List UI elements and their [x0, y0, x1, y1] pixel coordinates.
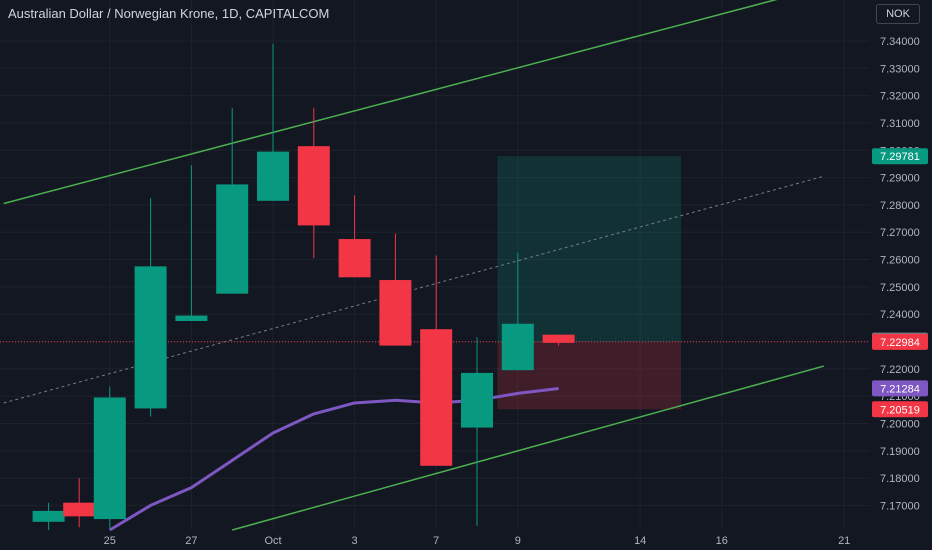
y-tick-label: 7.22000: [880, 364, 920, 376]
candle: [420, 255, 453, 466]
x-tick-label: 14: [634, 535, 646, 547]
y-tick-label: 7.26000: [880, 255, 920, 267]
y-tick-label: 7.29000: [880, 173, 920, 185]
y-tick-label: 7.31000: [880, 118, 920, 130]
price-label-text: 7.21284: [880, 383, 920, 395]
y-tick-label: 7.28000: [880, 200, 920, 212]
candle: [338, 195, 371, 278]
candle: [32, 502, 65, 530]
candle: [134, 198, 167, 417]
x-tick-label: 16: [716, 535, 728, 547]
currency-button[interactable]: NOK: [876, 4, 920, 24]
candle-body: [542, 334, 575, 343]
candle-body: [134, 266, 167, 409]
candle: [501, 252, 534, 371]
candle: [175, 165, 208, 322]
candle-body: [420, 329, 453, 466]
y-tick-label: 7.20000: [880, 418, 920, 430]
candle: [93, 386, 126, 530]
candle-body: [338, 239, 371, 278]
symbol-title: Australian Dollar / Norwegian Krone, 1D,…: [8, 6, 330, 21]
y-tick-label: 7.24000: [880, 309, 920, 321]
candle-body: [297, 146, 330, 226]
time-axis[interactable]: 25 27 Oct 3 7 9 14 16 21: [104, 535, 851, 547]
channel-upper-line: [3, 0, 778, 205]
x-tick-label: 9: [515, 535, 521, 547]
x-tick-label: 7: [433, 535, 439, 547]
price-label-box: [872, 333, 928, 350]
price-axis[interactable]: 7.170007.180007.190007.200007.210007.220…: [880, 36, 920, 512]
y-tick-label: 7.17000: [880, 500, 920, 512]
y-tick-label: 7.33000: [880, 63, 920, 75]
x-tick-label: 21: [838, 535, 850, 547]
candle-body: [257, 151, 289, 201]
y-tick-label: 7.27000: [880, 227, 920, 239]
candle-body: [379, 280, 412, 346]
candle: [63, 478, 96, 528]
channel-middle-line: [3, 175, 824, 404]
candle: [216, 107, 249, 294]
x-tick-label: 27: [185, 535, 197, 547]
candle-body: [461, 372, 493, 428]
candle-body: [93, 397, 126, 520]
x-tick-label: 25: [104, 535, 116, 547]
candle-body: [175, 315, 208, 322]
y-tick-label: 7.25000: [880, 282, 920, 294]
price-label-box: [872, 148, 928, 165]
candle: [257, 43, 289, 201]
x-tick-label: Oct: [264, 535, 281, 547]
position-target-zone: [497, 156, 681, 342]
candle-body: [501, 323, 534, 371]
y-tick-label: 7.32000: [880, 91, 920, 103]
long-position-tool[interactable]: [497, 156, 681, 410]
candle-body: [63, 502, 96, 517]
y-tick-label: 7.34000: [880, 36, 920, 48]
candle-body: [32, 510, 65, 522]
price-label-text: 7.20519: [880, 404, 920, 416]
candle: [379, 233, 412, 346]
price-label-text: 7.22984: [880, 337, 920, 349]
candle-body: [216, 184, 249, 294]
candle: [297, 107, 330, 259]
y-tick-label: 7.19000: [880, 446, 920, 458]
candle: [461, 337, 493, 526]
price-label-text: 7.29781: [880, 151, 920, 163]
price-label-box: [872, 401, 928, 418]
candlestick-series: [32, 43, 575, 530]
candle: [542, 334, 575, 346]
channel-lower-line: [231, 365, 825, 531]
price-label-box: [872, 380, 928, 397]
x-tick-label: 3: [352, 535, 358, 547]
y-tick-label: 7.18000: [880, 473, 920, 485]
